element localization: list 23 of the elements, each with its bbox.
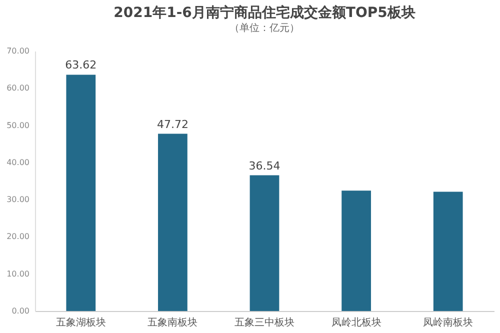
bar bbox=[342, 190, 371, 311]
bar bbox=[250, 175, 280, 311]
bar bbox=[158, 134, 188, 311]
data-label: 36.54 bbox=[248, 159, 280, 172]
y-tick-label: 40.00 bbox=[6, 158, 30, 167]
y-tick-label: 10.00 bbox=[6, 269, 30, 278]
y-tick-label: 70.00 bbox=[6, 46, 30, 56]
bar bbox=[433, 192, 463, 311]
y-tick-label: 0.00 bbox=[12, 306, 30, 316]
x-tick-label: 五象南板块 bbox=[148, 316, 198, 328]
x-tick-label: 五象湖板块 bbox=[56, 316, 106, 328]
chart-subtitle: （单位：亿元） bbox=[230, 22, 300, 34]
x-tick-label: 五象三中板块 bbox=[234, 316, 294, 328]
y-tick-label: 30.00 bbox=[6, 195, 30, 204]
y-tick-label: 20.00 bbox=[6, 232, 30, 242]
data-label: 63.62 bbox=[65, 58, 97, 72]
y-tick-label: 50.00 bbox=[6, 120, 30, 130]
bar bbox=[66, 74, 96, 311]
data-label: 47.72 bbox=[156, 118, 188, 131]
x-tick-label: 凤岭南板块 bbox=[423, 316, 474, 328]
x-tick-label: 凤岭北板块 bbox=[331, 316, 382, 328]
y-tick-label: 60.00 bbox=[6, 84, 30, 93]
chart-title: 2021年1-6月南宁商品住宅成交金额TOP5板块 bbox=[114, 4, 416, 21]
